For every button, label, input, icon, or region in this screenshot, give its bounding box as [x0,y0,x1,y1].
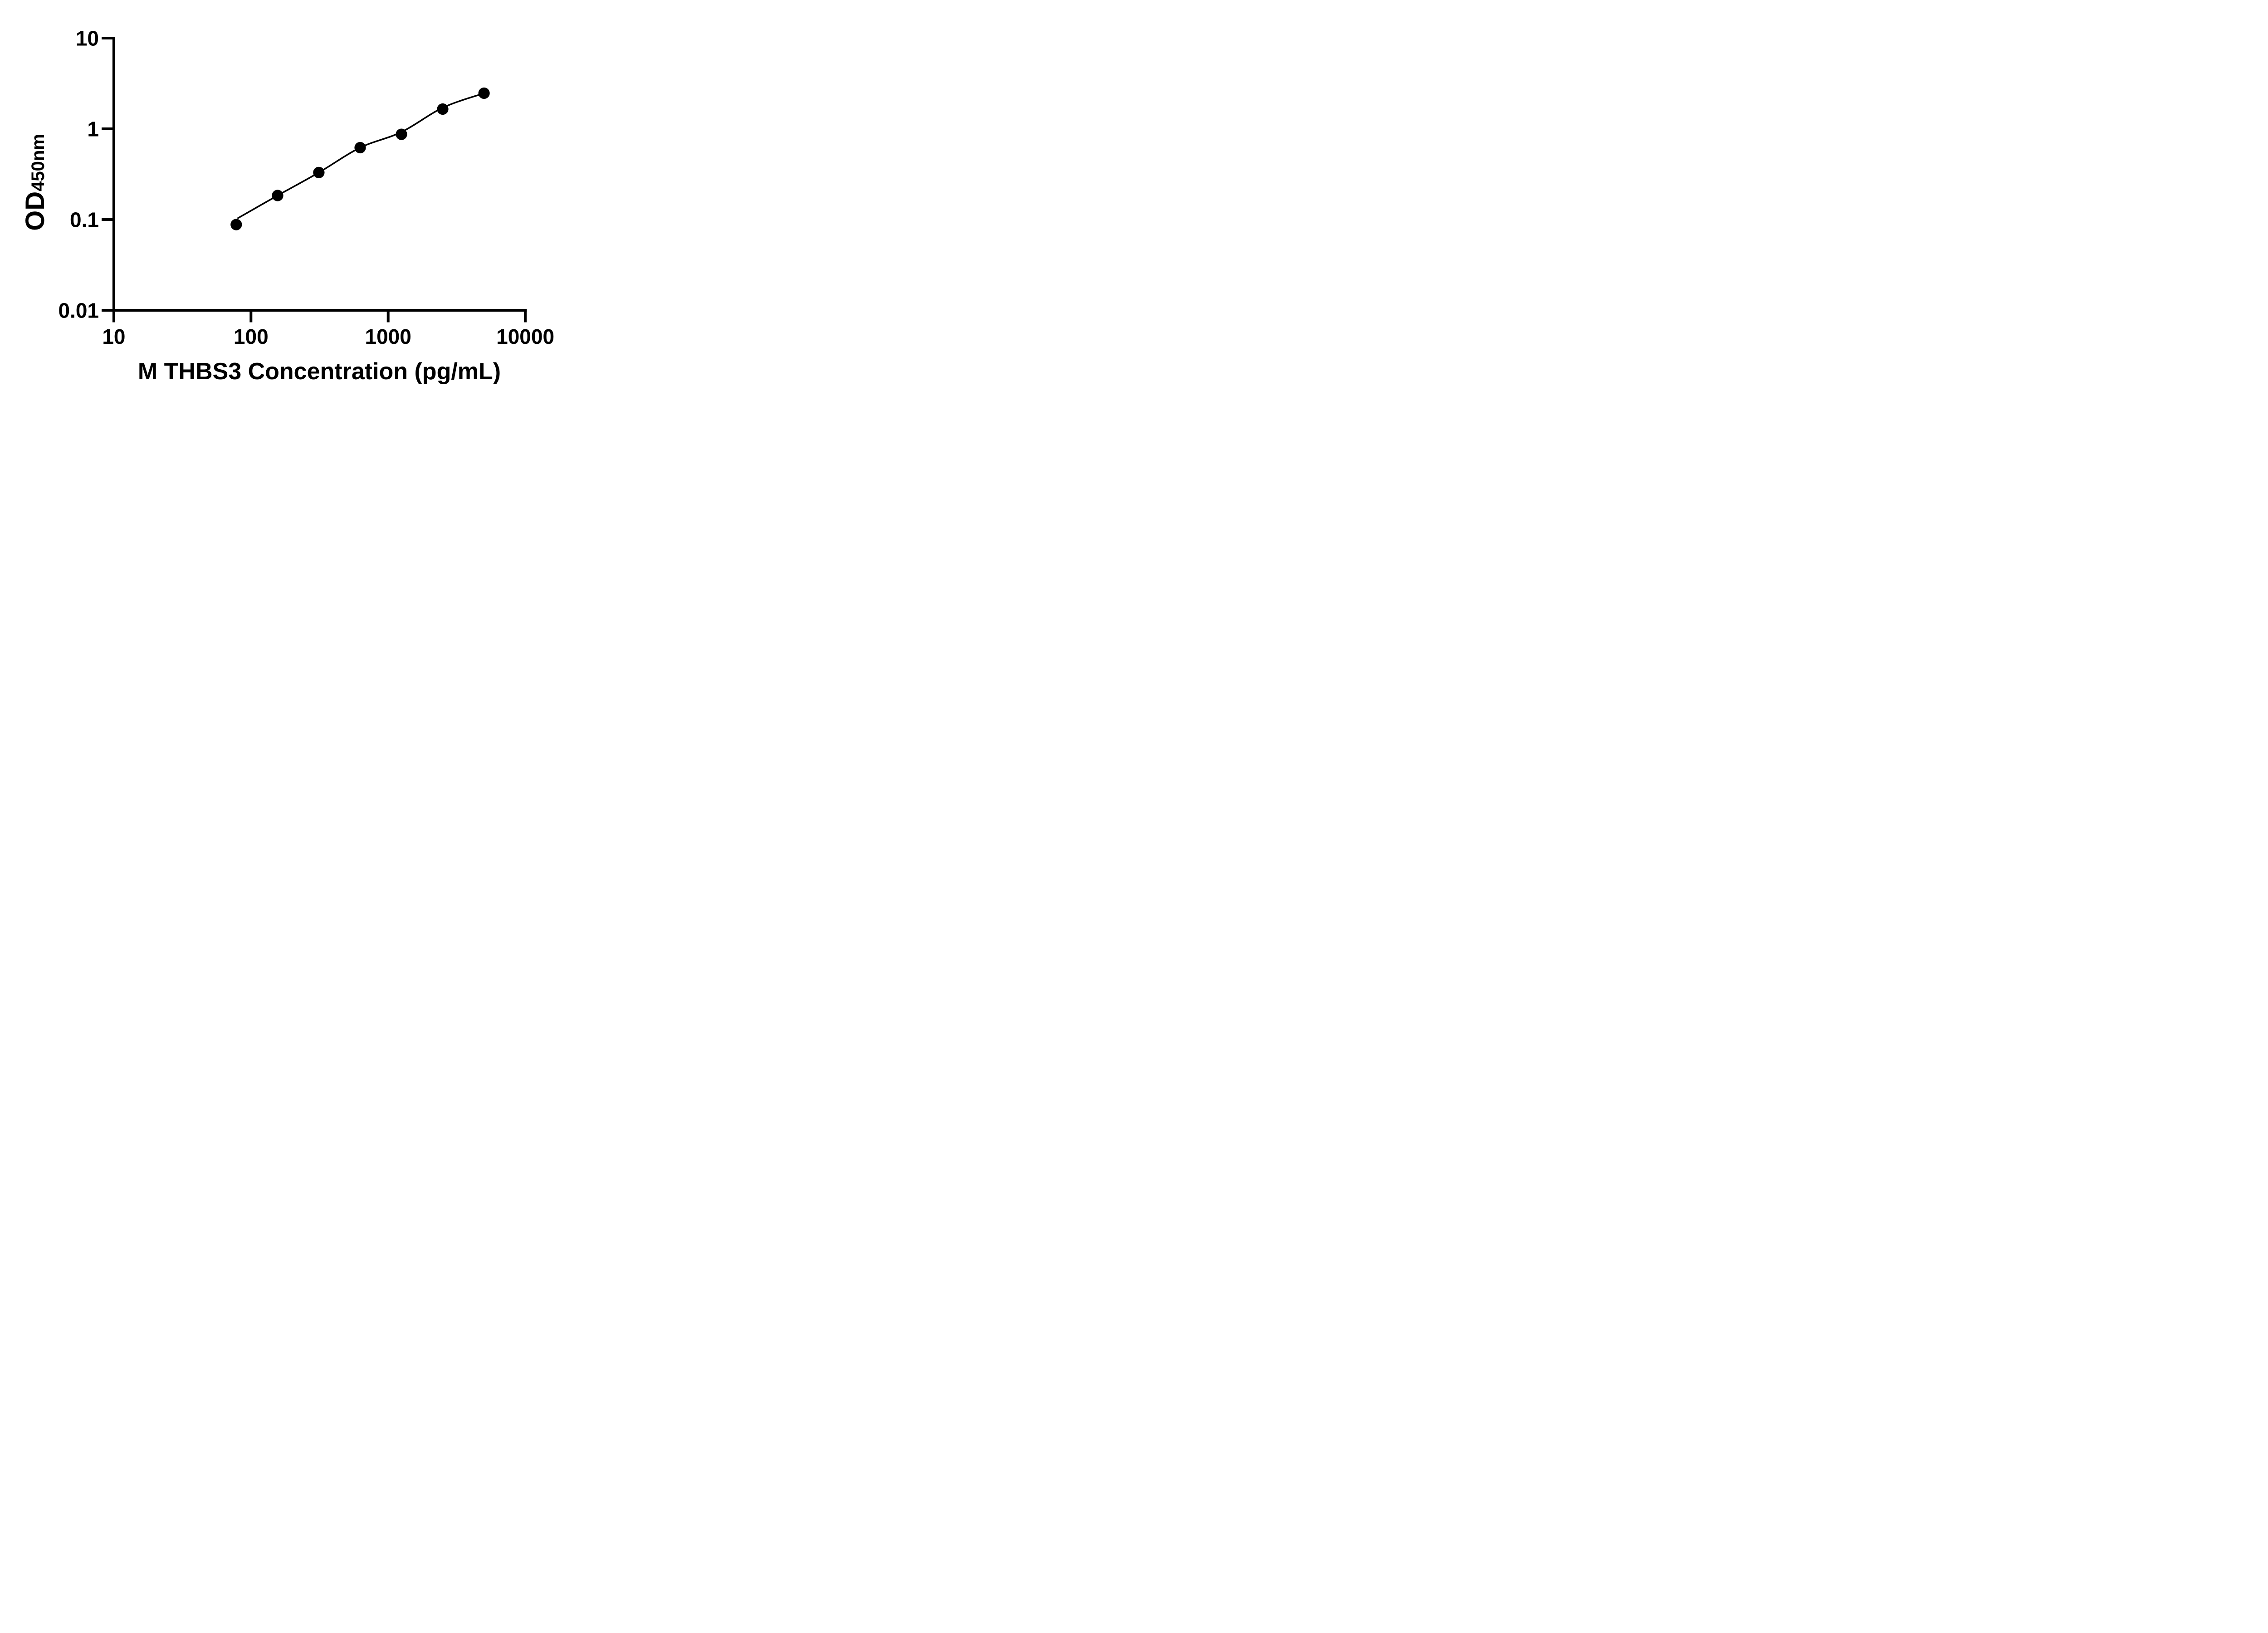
y-tick-label: 1 [87,117,99,141]
y-axis-title: OD450nm [20,134,50,231]
x-tick-group: 10 100 1000 10000 [102,310,554,348]
standard-curve-figure: 10 1 0.1 0.01 10 100 1000 10000 M THBS3 Concen… [0,0,583,408]
data-point [396,128,407,140]
y-tick-label: 10 [76,27,99,50]
data-point [272,190,284,201]
y-axis-title-subscript: 450nm [28,134,48,191]
y-axis-title-main: OD [20,191,50,231]
y-tick-label: 0.01 [58,299,99,323]
x-tick-label: 100 [234,325,269,348]
data-point [313,166,325,178]
chart-canvas: 10 1 0.1 0.01 10 100 1000 10000 M THBS3 Concen… [20,27,554,385]
x-axis-title: M THBS3 Concentration (pg/mL) [138,358,501,385]
data-point [437,103,449,115]
data-point [230,219,242,230]
plot-area [230,87,490,230]
axes [112,37,527,312]
x-tick-label: 1000 [365,325,411,348]
y-tick-group: 10 1 0.1 0.01 [58,27,115,323]
data-point [354,142,366,154]
x-tick-label: 10000 [496,325,554,348]
y-tick-label: 0.1 [70,208,99,232]
x-tick-label: 10 [102,325,125,348]
data-point [478,87,490,99]
